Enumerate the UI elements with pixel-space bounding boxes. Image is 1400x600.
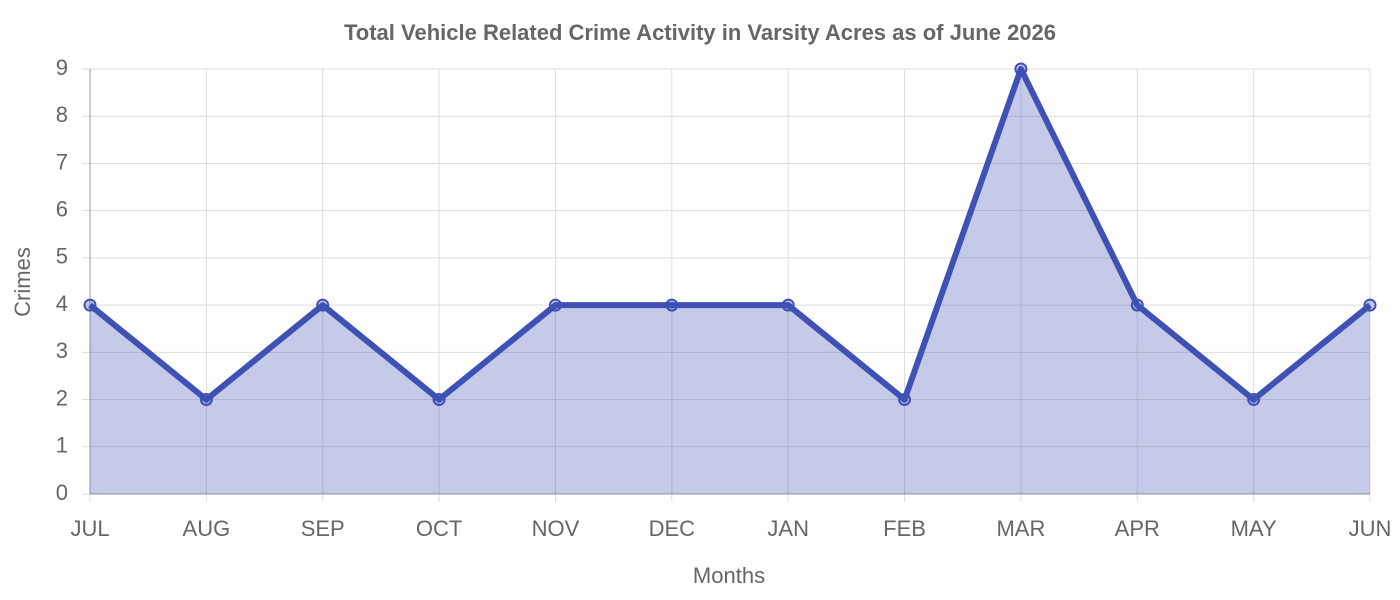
x-axis-title: Months [693, 563, 765, 588]
x-tick-label: OCT [416, 516, 462, 541]
y-tick-label: 4 [56, 291, 68, 316]
x-tick-label: FEB [883, 516, 926, 541]
x-tick-label: MAY [1231, 516, 1277, 541]
y-tick-label: 6 [56, 196, 68, 221]
point [781, 298, 795, 312]
x-tick-label: JAN [767, 516, 809, 541]
x-tick-label: APR [1115, 516, 1160, 541]
x-tick-label: MAR [996, 516, 1045, 541]
y-tick-label: 7 [56, 149, 68, 174]
line [88, 66, 1372, 403]
y-tick-label: 1 [56, 433, 68, 458]
x-tick-label: AUG [183, 516, 231, 541]
point [898, 393, 912, 407]
y-tick-label: 9 [56, 55, 68, 80]
x-tick-label: JUL [70, 516, 109, 541]
point [1014, 62, 1028, 76]
x-tick-label: DEC [649, 516, 696, 541]
x-tick-label: NOV [532, 516, 580, 541]
point [1130, 298, 1144, 312]
y-tick-label: 2 [56, 385, 68, 410]
point [199, 393, 213, 407]
point [316, 298, 330, 312]
point [83, 298, 97, 312]
point [432, 393, 446, 407]
area [90, 69, 1370, 494]
y-tick-label: 8 [56, 102, 68, 127]
y-tick-label: 3 [56, 338, 68, 363]
point [1363, 298, 1377, 312]
point [1247, 393, 1261, 407]
point [665, 298, 679, 312]
y-tick-label: 5 [56, 244, 68, 269]
y-axis-title: Crimes [10, 247, 35, 317]
y-tick-label: 0 [56, 480, 68, 505]
x-tick-label: JUN [1349, 516, 1392, 541]
chart-title: Total Vehicle Related Crime Activity in … [344, 20, 1056, 45]
point [548, 298, 562, 312]
x-tick-label: SEP [301, 516, 345, 541]
